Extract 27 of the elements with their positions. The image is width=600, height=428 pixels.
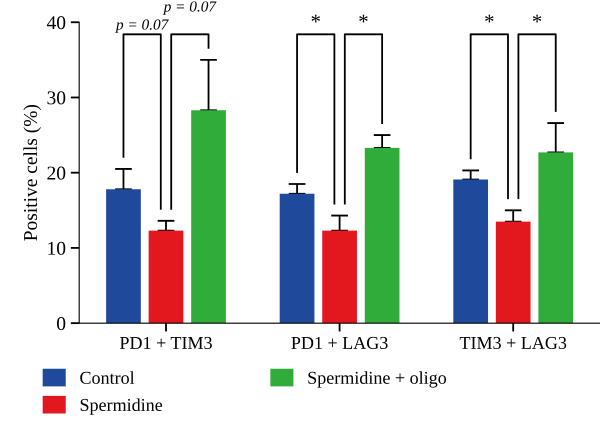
legend-label: Spermidine + oligo [308,371,446,388]
y-tick-label: 40 [46,16,66,30]
bar [496,222,531,324]
bar [364,148,400,324]
bar [106,189,141,324]
y-tick-label: 20 [47,166,66,180]
bar [280,194,314,324]
y-tick-label: 10 [48,242,66,255]
x-tick-label: PD1 + LAG3 [291,336,388,350]
annotation: p = 0.07 [115,19,169,33]
annotation: * [485,14,494,22]
y-axis-title: Positive cells (%) [23,104,42,241]
legend-label: Control [80,371,134,384]
bar [191,110,226,324]
bar [148,230,184,324]
legend-label: Spermidine [80,398,162,415]
text: p = 0.07 [162,1,217,15]
y-tick-label: 30 [47,91,66,104]
annotation: * [532,14,542,22]
annotation: * [359,14,368,22]
x-tick-label: TIM3 + LAG3 [460,336,566,350]
bar [538,152,574,324]
bar [322,230,357,324]
x-tick-label: PD1 + TIM3 [120,336,212,350]
y-tick-label: 0 [57,316,66,330]
annotation: * [312,14,320,22]
bar [453,179,488,324]
